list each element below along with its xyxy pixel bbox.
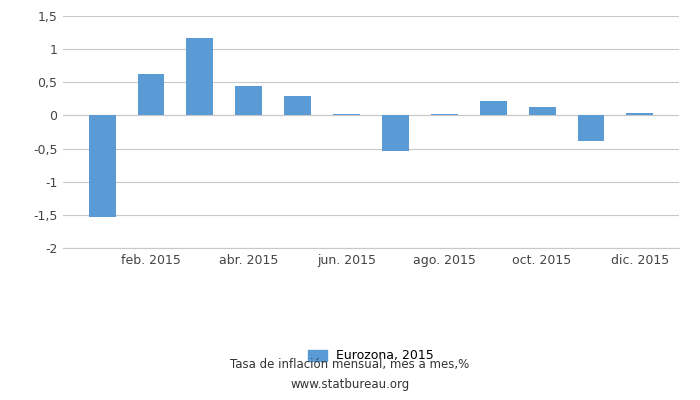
Legend: Eurozona, 2015: Eurozona, 2015 (308, 349, 434, 362)
Bar (480, 101, 507, 116)
Text: Tasa de inflación mensual, mes a mes,%: Tasa de inflación mensual, mes a mes,% (230, 358, 470, 371)
Text: www.statbureau.org: www.statbureau.org (290, 378, 410, 391)
Bar (138, 74, 164, 116)
Bar (89, 116, 116, 217)
Bar (186, 38, 214, 116)
Bar (578, 116, 604, 141)
Bar (528, 107, 556, 116)
Bar (284, 96, 311, 116)
Bar (333, 114, 360, 116)
Bar (235, 86, 262, 116)
Bar (431, 114, 458, 116)
Bar (382, 116, 409, 150)
Bar (626, 114, 653, 116)
